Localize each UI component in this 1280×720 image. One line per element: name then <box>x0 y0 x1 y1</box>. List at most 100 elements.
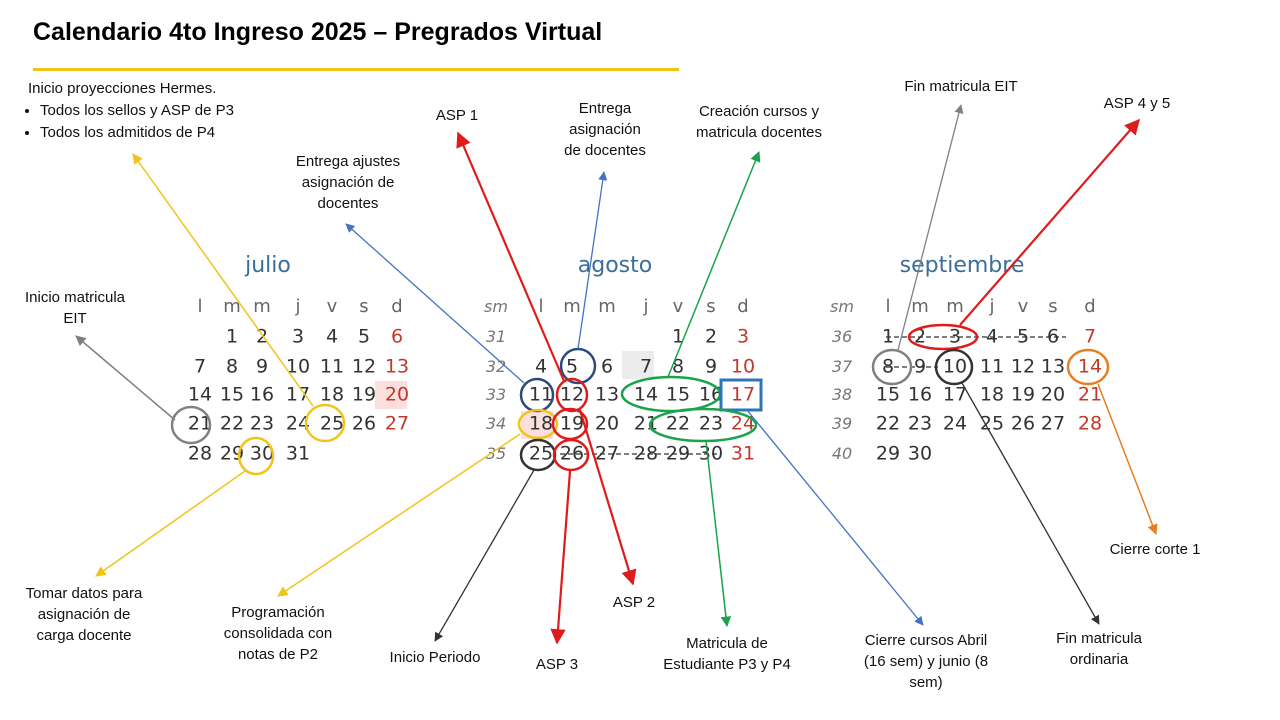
highlight-jul-20 <box>375 381 407 409</box>
week-number: 39 <box>831 414 853 433</box>
day-cell: 28 <box>1077 412 1103 435</box>
weekday-header: m <box>253 296 271 317</box>
week-number: 37 <box>831 357 853 376</box>
arrow-matricula-estudiante <box>705 440 732 628</box>
day-cell: 17 <box>942 383 968 406</box>
label-fin-matricula-eit: Fin matricula EIT <box>904 78 1018 95</box>
day-cell: 12 <box>1010 355 1036 378</box>
slide-title: Calendario 4to Ingreso 2025 – Pregrados … <box>33 18 603 46</box>
day-cell: 29 <box>875 442 901 465</box>
month-name-agosto: agosto <box>577 253 653 278</box>
week-number: 38 <box>831 385 853 404</box>
day-cell: 28 <box>187 442 213 465</box>
day-cell: 24 <box>285 412 311 435</box>
day-cell: 16 <box>907 383 933 406</box>
day-cell: 26 <box>1010 412 1036 435</box>
day-cell: 20 <box>1040 383 1066 406</box>
day-cell: 6 <box>1046 325 1060 348</box>
highlight-aug-7 <box>622 351 654 379</box>
weekday-header: v <box>672 296 684 317</box>
day-cell: 18 <box>979 383 1005 406</box>
day-cell: 7 <box>639 355 653 378</box>
day-cell: 5 <box>1016 325 1030 348</box>
day-cell: 22 <box>665 412 691 435</box>
weekday-header: s <box>706 296 716 317</box>
day-cell: 8 <box>881 355 895 378</box>
day-cell: 8 <box>671 355 685 378</box>
day-cell: 14 <box>1077 355 1103 378</box>
week-number: 36 <box>831 327 853 346</box>
arrow-tomar-datos <box>95 470 246 577</box>
day-cell: 17 <box>730 383 756 406</box>
day-cell: 3 <box>291 325 305 348</box>
day-cell: 4 <box>534 355 548 378</box>
day-cell: 2 <box>704 325 718 348</box>
day-cell: 30 <box>698 442 724 465</box>
note-bullet: Todos los sellos y ASP de P3 <box>40 100 234 122</box>
weekday-header: s <box>359 296 369 317</box>
day-cell: 12 <box>559 383 585 406</box>
label-asp-3: ASP 3 <box>535 656 579 673</box>
week-number: 32 <box>485 357 507 376</box>
arrow-asp-3 <box>550 470 572 645</box>
day-cell: 1 <box>225 325 239 348</box>
arrow-asp-4-y-5 <box>959 118 1141 326</box>
day-cell: 26 <box>351 412 377 435</box>
day-cell: 29 <box>219 442 245 465</box>
day-cell: 2 <box>913 325 927 348</box>
day-cell: 27 <box>1040 412 1066 435</box>
day-cell: 21 <box>1077 383 1103 406</box>
day-cell: 5 <box>357 325 371 348</box>
label-fin-matricula-ordinaria: Fin matricula ordinaria <box>1056 630 1142 668</box>
title-underline <box>33 68 679 71</box>
day-cell: 14 <box>633 383 659 406</box>
weekday-header: d <box>391 296 403 317</box>
day-cell: 7 <box>193 355 207 378</box>
day-cell: 18 <box>528 412 554 435</box>
weekday-header: l <box>197 296 203 317</box>
day-cell: 19 <box>351 383 377 406</box>
label-inicio-periodo: Inicio Periodo <box>389 649 481 666</box>
note-bullets: Todos los sellos y ASP de P3 Todos los a… <box>10 100 234 144</box>
day-cell: 11 <box>528 383 554 406</box>
day-cell: 25 <box>528 442 554 465</box>
day-cell: 16 <box>698 383 724 406</box>
note-heading: Inicio proyecciones Hermes. <box>28 80 217 97</box>
week-number: 34 <box>485 414 507 433</box>
weekday-header: j <box>295 296 301 317</box>
label-inicio-matricula-eit: Inicio matricula EIT <box>24 289 126 327</box>
weekday-header: l <box>885 296 891 317</box>
day-cell: 15 <box>665 383 691 406</box>
week-number: 31 <box>485 327 507 346</box>
day-cell: 24 <box>730 412 756 435</box>
day-cell: 11 <box>979 355 1005 378</box>
label-cierre-corte-1: Cierre corte 1 <box>1109 541 1201 558</box>
weekday-header: s <box>1048 296 1058 317</box>
weekday-header: m <box>223 296 241 317</box>
day-cell: 11 <box>319 355 345 378</box>
day-cell: 17 <box>285 383 311 406</box>
label-tomar-datos: Tomar datos para asignación de carga doc… <box>25 585 143 644</box>
weekday-header: d <box>737 296 749 317</box>
week-number: 35 <box>485 444 507 463</box>
weekday-header: v <box>326 296 338 317</box>
day-cell: 2 <box>255 325 269 348</box>
day-cell: 27 <box>384 412 410 435</box>
weekday-header: m <box>598 296 616 317</box>
note-inicio-proyecciones-hermes: Inicio proyecciones Hermes. Todos los se… <box>10 78 234 143</box>
week-number: 33 <box>485 385 507 404</box>
day-cell: 9 <box>913 355 927 378</box>
label-entrega-asignacion: Entrega asignación de docentes <box>564 100 646 159</box>
week-column-header: sm <box>484 297 508 316</box>
label-asp-4-y-5: ASP 4 y 5 <box>1103 95 1171 112</box>
day-cell: 3 <box>736 325 750 348</box>
day-cell: 25 <box>319 412 345 435</box>
weekday-header: v <box>1017 296 1029 317</box>
day-cell: 4 <box>325 325 339 348</box>
day-cell: 4 <box>985 325 999 348</box>
day-cell: 10 <box>730 355 756 378</box>
day-cell: 27 <box>594 442 620 465</box>
day-cell: 21 <box>187 412 213 435</box>
day-cell: 24 <box>942 412 968 435</box>
day-cell: 18 <box>319 383 345 406</box>
